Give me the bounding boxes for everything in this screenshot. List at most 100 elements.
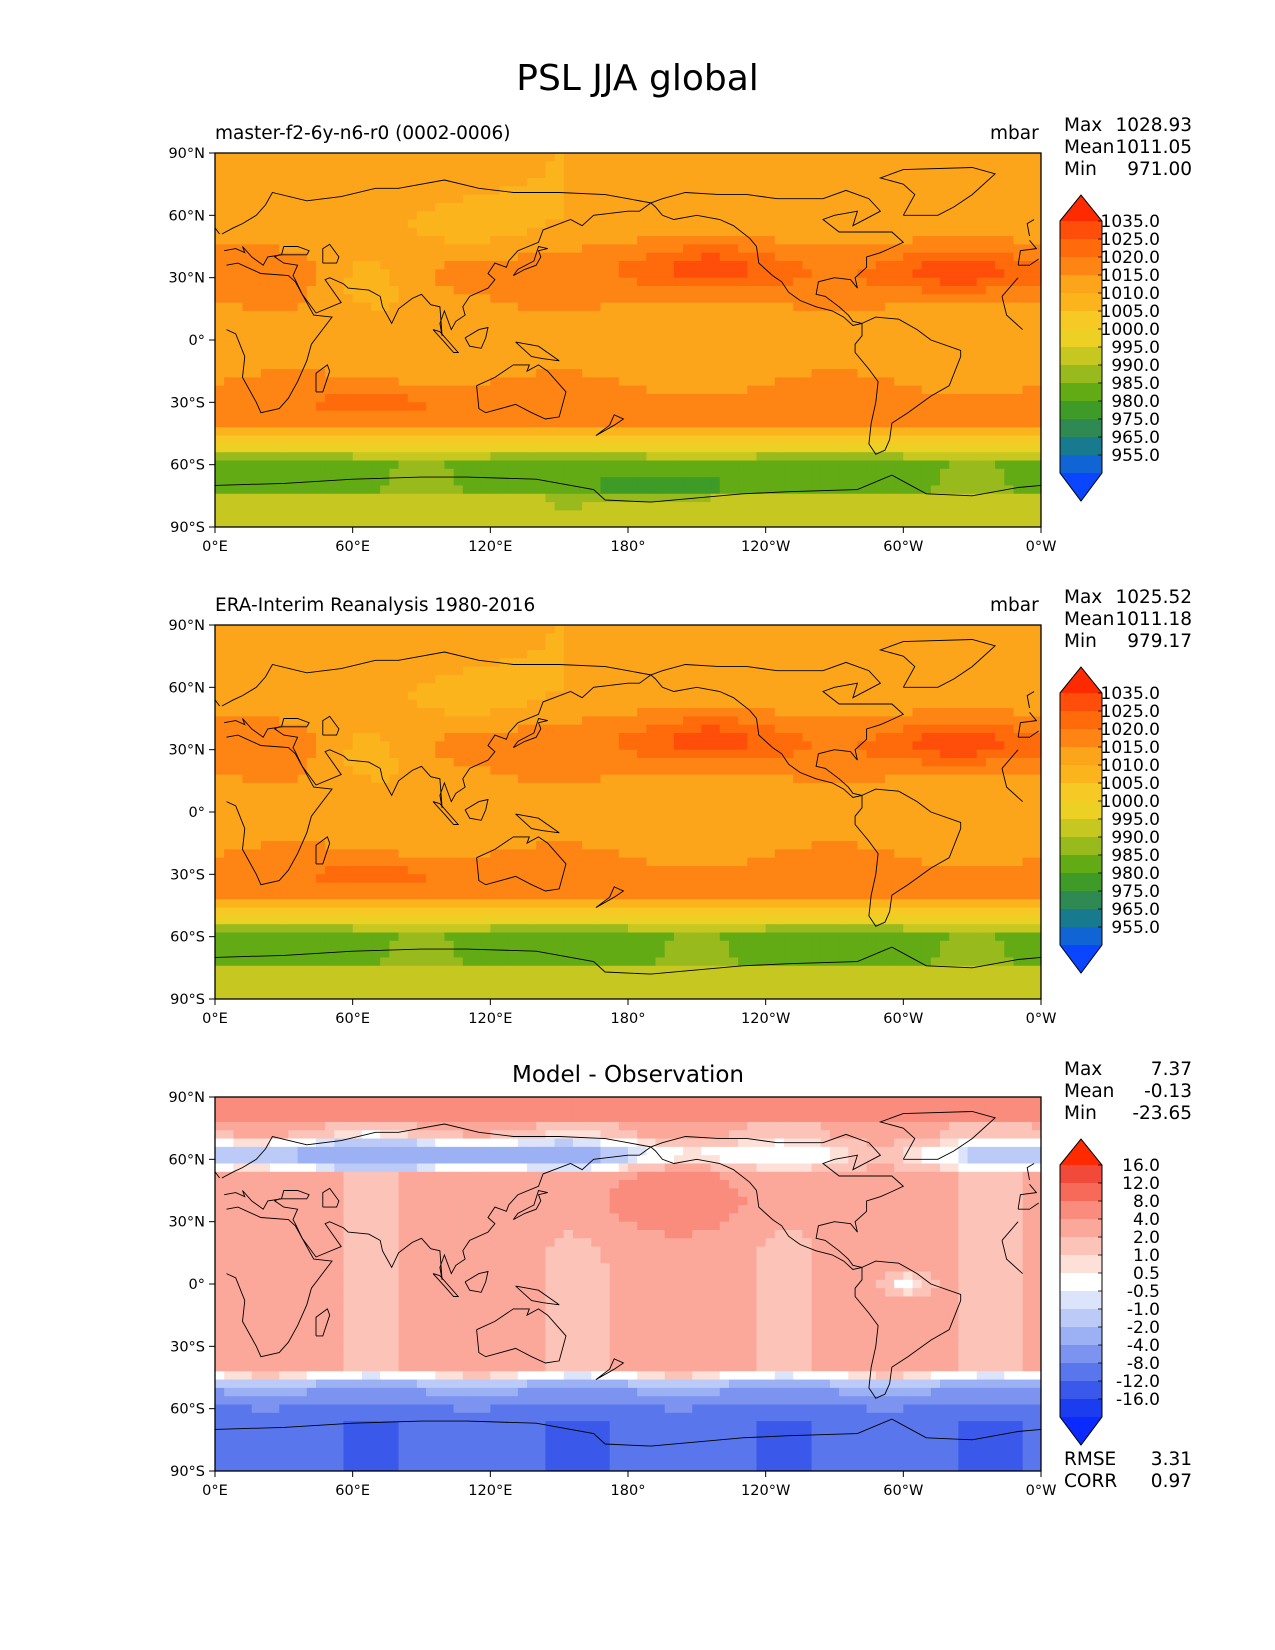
error-stats-row: RMSE 3.31 xyxy=(1064,1449,1192,1471)
colorbar-tick-label: 8.0 xyxy=(1133,1192,1160,1212)
map-plot: 90°N 60°N 30°N 0° 30°S 60°S 90°S 0°E 60°E 120°E 18… xyxy=(168,146,1056,555)
lon-tick-label: 60°W xyxy=(883,539,923,555)
lat-tick-label: 30°N xyxy=(168,1215,205,1231)
map-plot: 90°N 60°N 30°N 0° 30°S 60°S 90°S 0°E 60°E 120°E 18… xyxy=(168,618,1056,1027)
lat-tick-label: 0° xyxy=(189,333,205,349)
coastlines xyxy=(215,639,1041,975)
colorbar-tick-label: 990.0 xyxy=(1111,356,1160,376)
lat-tick-label: 60°N xyxy=(168,1152,205,1168)
lat-tick-label: 30°S xyxy=(170,395,205,411)
lon-tick-label: 120°E xyxy=(468,1483,512,1499)
colorbar-segment xyxy=(1060,711,1102,730)
lon-tick-label: 60°E xyxy=(335,539,370,555)
stats-value: 971.00 xyxy=(1127,159,1192,180)
lat-tick-label: 30°N xyxy=(168,271,205,287)
colorbar-segment xyxy=(1060,1291,1102,1310)
colorbar-extend-min xyxy=(1060,1417,1102,1445)
colorbar-segment xyxy=(1060,1201,1102,1220)
colorbar-extend-min xyxy=(1060,945,1102,973)
stats-block: Max 1028.93 Mean 1011.05 Min 971.00 xyxy=(1064,115,1192,181)
colorbar-segment xyxy=(1060,693,1102,712)
colorbar-segment xyxy=(1060,765,1102,784)
error-stats-key: RMSE xyxy=(1064,1449,1117,1470)
colorbar-tick-label: -4.0 xyxy=(1127,1336,1160,1356)
colorbar-segment xyxy=(1060,1183,1102,1202)
contour-field xyxy=(215,1097,1041,1471)
lat-tick-label: 90°S xyxy=(170,520,205,536)
colorbar-extend-max xyxy=(1060,195,1102,221)
colorbar-segment xyxy=(1060,1237,1102,1256)
colorbar-segment xyxy=(1060,1273,1102,1292)
colorbar-segment xyxy=(1060,1219,1102,1238)
stats-value: -0.13 xyxy=(1144,1081,1192,1102)
colorbar-tick-label: 975.0 xyxy=(1111,410,1160,430)
colorbar-tick-label: 1015.0 xyxy=(1101,738,1160,758)
stats-row: Min 979.17 xyxy=(1064,631,1192,653)
panel-units-label: mbar xyxy=(990,595,1039,616)
coastlines xyxy=(215,1111,1041,1447)
stats-value: 1011.18 xyxy=(1115,609,1192,630)
panel-model: master-f2-6y-n6-r0 (0002-0006) mbar 90°N 60… xyxy=(0,0,1275,560)
stats-row: Mean -0.13 xyxy=(1064,1081,1192,1103)
colorbar-segment xyxy=(1060,437,1102,456)
stats-value: 979.17 xyxy=(1127,631,1192,652)
stats-row: Max 1028.93 xyxy=(1064,115,1192,137)
error-stats-row: CORR 0.97 xyxy=(1064,1471,1192,1493)
colorbar-tick-label: 1035.0 xyxy=(1101,212,1160,232)
colorbar-segment xyxy=(1060,855,1102,874)
stats-row: Max 7.37 xyxy=(1064,1059,1192,1081)
error-stats-block: RMSE 3.31 CORR 0.97 xyxy=(1064,1449,1192,1493)
colorbar-tick-label: 12.0 xyxy=(1122,1174,1160,1194)
lon-tick-label: 180° xyxy=(611,539,646,555)
stats-value: 1028.93 xyxy=(1115,115,1192,136)
stats-key: Max xyxy=(1064,115,1103,136)
lon-tick-label: 180° xyxy=(611,1011,646,1027)
panel-left-label: master-f2-6y-n6-r0 (0002-0006) xyxy=(215,123,511,144)
lon-tick-label: 120°E xyxy=(468,1011,512,1027)
panel-left-label: ERA-Interim Reanalysis 1980-2016 xyxy=(215,595,536,616)
colorbar-segment xyxy=(1060,239,1102,258)
lat-tick-label: 0° xyxy=(189,1277,205,1293)
colorbar-tick-label: 990.0 xyxy=(1111,828,1160,848)
lat-tick-label: 90°S xyxy=(170,992,205,1008)
colorbar-tick-label: 1015.0 xyxy=(1101,266,1160,286)
lon-tick-label: 0°E xyxy=(202,1483,228,1499)
lat-tick-label: 60°S xyxy=(170,458,205,474)
colorbar-tick-label: 1005.0 xyxy=(1101,302,1160,322)
stats-value: 7.37 xyxy=(1150,1059,1192,1080)
colorbar-tick-label: -0.5 xyxy=(1127,1282,1160,1302)
colorbar-segment xyxy=(1060,909,1102,928)
stats-value: 1025.52 xyxy=(1115,587,1192,608)
stats-row: Max 1025.52 xyxy=(1064,587,1192,609)
lon-tick-label: 0°E xyxy=(202,1011,228,1027)
colorbar-tick-label: 995.0 xyxy=(1111,338,1160,358)
colorbar-tick-label: 16.0 xyxy=(1122,1156,1160,1176)
colorbar-tick-label: 1.0 xyxy=(1133,1246,1160,1266)
lat-tick-label: 30°S xyxy=(170,867,205,883)
lon-tick-label: 60°W xyxy=(883,1483,923,1499)
lat-tick-label: 60°S xyxy=(170,930,205,946)
colorbar-tick-label: 980.0 xyxy=(1111,392,1160,412)
lon-tick-label: 120°W xyxy=(741,1011,790,1027)
error-stats-key: CORR xyxy=(1064,1471,1118,1492)
lon-tick-label: 60°E xyxy=(335,1011,370,1027)
panel-units-label: mbar xyxy=(990,123,1039,144)
colorbar-segment xyxy=(1060,1327,1102,1346)
colorbar-tick-label: 2.0 xyxy=(1133,1228,1160,1248)
error-stats-value: 3.31 xyxy=(1150,1449,1192,1470)
lon-tick-label: 0°E xyxy=(202,539,228,555)
colorbar-segment xyxy=(1060,819,1102,838)
lat-tick-label: 0° xyxy=(189,805,205,821)
colorbar-tick-label: 1025.0 xyxy=(1101,702,1160,722)
lat-tick-label: 30°S xyxy=(170,1339,205,1355)
colorbar-segment xyxy=(1060,873,1102,892)
panel-difference: Model - Observation 90°N 60°N 30°N 0° 30°S 60°… xyxy=(168,1059,1192,1499)
figure-title: PSL JJA global xyxy=(516,58,759,99)
colorbar-segment xyxy=(1060,1363,1102,1382)
colorbar-segment xyxy=(1060,837,1102,856)
panel-observation: ERA-Interim Reanalysis 1980-2016 mbar 90°N… xyxy=(168,587,1192,1027)
stats-row: Min 971.00 xyxy=(1064,159,1192,181)
colorbar-tick-label: 1010.0 xyxy=(1101,284,1160,304)
lat-tick-label: 30°N xyxy=(168,743,205,759)
stats-row: Mean 1011.18 xyxy=(1064,609,1192,631)
